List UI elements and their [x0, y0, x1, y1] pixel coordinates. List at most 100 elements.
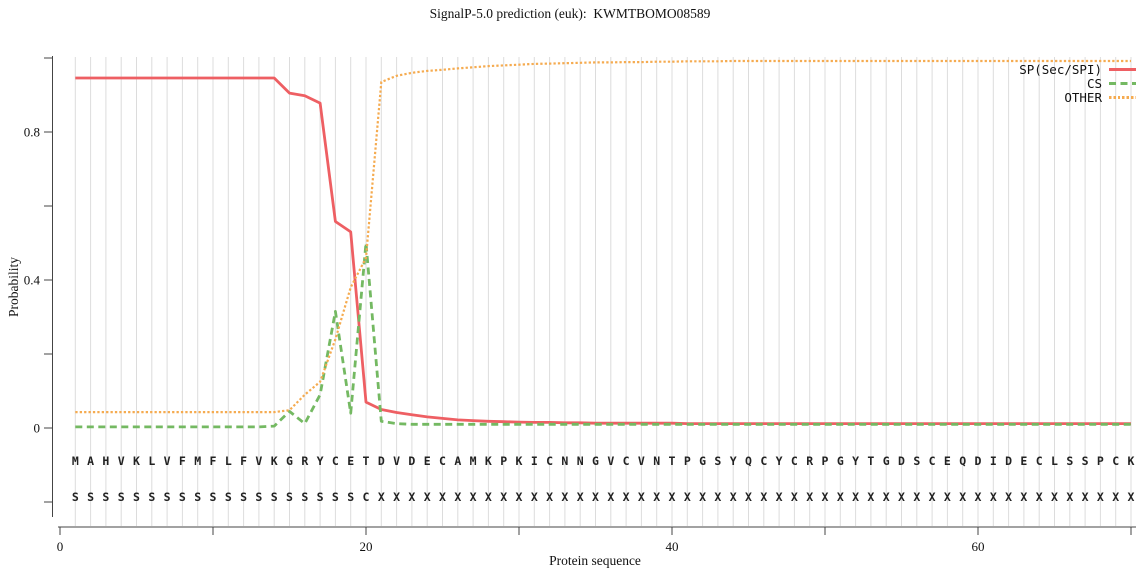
sequence-letter: F [210, 454, 217, 468]
marker-letter: X [531, 490, 538, 504]
marker-letter: S [179, 490, 186, 504]
sequence-letter: Q [745, 454, 752, 468]
marker-letter: X [623, 490, 630, 504]
chart-title: SignalP-5.0 prediction (euk): KWMTBOMO08… [429, 6, 711, 21]
other-line [75, 59, 1131, 414]
legend-label-cs: CS [1086, 76, 1102, 91]
sequence-letter: F [179, 454, 186, 468]
sequence-letter: P [1097, 454, 1104, 468]
sequence-letter: N [653, 454, 660, 468]
marker-letter: X [898, 490, 905, 504]
marker-letter: S [255, 490, 262, 504]
sequence-letter: K [1128, 454, 1135, 468]
x-tick-label: 40 [666, 539, 679, 554]
sequence-letter: C [546, 454, 553, 468]
marker-letter: X [439, 490, 446, 504]
marker-letter: X [975, 490, 982, 504]
sequence-letter: C [760, 454, 767, 468]
marker-letter: X [745, 490, 752, 504]
sequence-letter: Y [776, 454, 783, 468]
sequence-letter: D [898, 454, 905, 468]
marker-letter: X [837, 490, 844, 504]
sequence-letter: I [990, 454, 997, 468]
sequence-letter: T [669, 454, 676, 468]
marker-letter: S [72, 490, 79, 504]
sp-sec-spi--line [75, 76, 1131, 426]
sequence-letter: H [102, 454, 109, 468]
legend: SP(Sec/SPI) CS OTHER [1019, 63, 1136, 104]
sequence-letter: G [699, 454, 706, 468]
marker-letter: S [118, 490, 125, 504]
marker-letter: X [454, 490, 461, 504]
sequence-letter: C [1112, 454, 1119, 468]
other-line-sample-icon [1109, 96, 1136, 99]
legend-entry-sp: SP(Sec/SPI) [1019, 63, 1136, 76]
legend-entry-cs: CS [1019, 77, 1136, 90]
cs-line [75, 241, 1131, 429]
sequence-letter: V [118, 454, 125, 468]
marker-letter: C [363, 490, 370, 504]
sequence-letter: D [378, 454, 385, 468]
sequence-letter: L [225, 454, 232, 468]
marker-letter: X [867, 490, 874, 504]
marker-letter: X [669, 490, 676, 504]
sequence-letter: D [408, 454, 415, 468]
marker-letter: X [822, 490, 829, 504]
sequence-letter: F [240, 454, 247, 468]
sequence-letter: V [638, 454, 645, 468]
marker-letter: X [408, 490, 415, 504]
marker-letter: X [1082, 490, 1089, 504]
sequence-letter: T [867, 454, 874, 468]
sequence-letter: N [577, 454, 584, 468]
sequence-letter: Y [730, 454, 737, 468]
legend-label-sp: SP(Sec/SPI) [1019, 62, 1102, 77]
marker-letter: X [393, 490, 400, 504]
marker-letter: S [87, 490, 94, 504]
marker-letter: X [760, 490, 767, 504]
sequence-letter: M [470, 454, 477, 468]
marker-letter: X [424, 490, 431, 504]
sequence-letter: E [1020, 454, 1027, 468]
sequence-letter: D [1005, 454, 1012, 468]
sequence-letter: V [255, 454, 262, 468]
marker-letter: X [883, 490, 890, 504]
sequence-letter: C [439, 454, 446, 468]
marker-letter: X [944, 490, 951, 504]
sequence-letter: I [531, 454, 538, 468]
marker-letter: X [653, 490, 660, 504]
sequence-letter: Q [959, 454, 966, 468]
sequence-letter: G [837, 454, 844, 468]
marker-letter: X [546, 490, 553, 504]
marker-letter: X [378, 490, 385, 504]
marker-letter: X [561, 490, 568, 504]
x-tick-label: 0 [57, 539, 64, 554]
marker-letter: X [1005, 490, 1012, 504]
sequence-letter: S [714, 454, 721, 468]
sequence-letter: C [332, 454, 339, 468]
y-tick-label: 0.4 [24, 273, 41, 288]
sequence-letter: Y [852, 454, 859, 468]
marker-letter: S [347, 490, 354, 504]
sequence-letter: P [684, 454, 691, 468]
marker-letter: X [516, 490, 523, 504]
marker-letter: X [1097, 490, 1104, 504]
marker-letter: X [730, 490, 737, 504]
sequence-letter: K [271, 454, 278, 468]
sequence-letter: M [72, 454, 79, 468]
x-tick-label: 20 [360, 539, 373, 554]
marker-letter: S [332, 490, 339, 504]
marker-letter: S [225, 490, 232, 504]
marker-letter: S [102, 490, 109, 504]
sequence-letter: R [301, 454, 308, 468]
cs-line-sample-icon [1109, 82, 1136, 85]
sequence-letter: K [516, 454, 523, 468]
sequence-letter: G [592, 454, 599, 468]
marker-letter: X [1112, 490, 1119, 504]
sequence-letter: V [607, 454, 614, 468]
marker-letter: X [470, 490, 477, 504]
sequence-letter: L [148, 454, 155, 468]
marker-letter: X [684, 490, 691, 504]
marker-letter: S [240, 490, 247, 504]
marker-letter: X [714, 490, 721, 504]
